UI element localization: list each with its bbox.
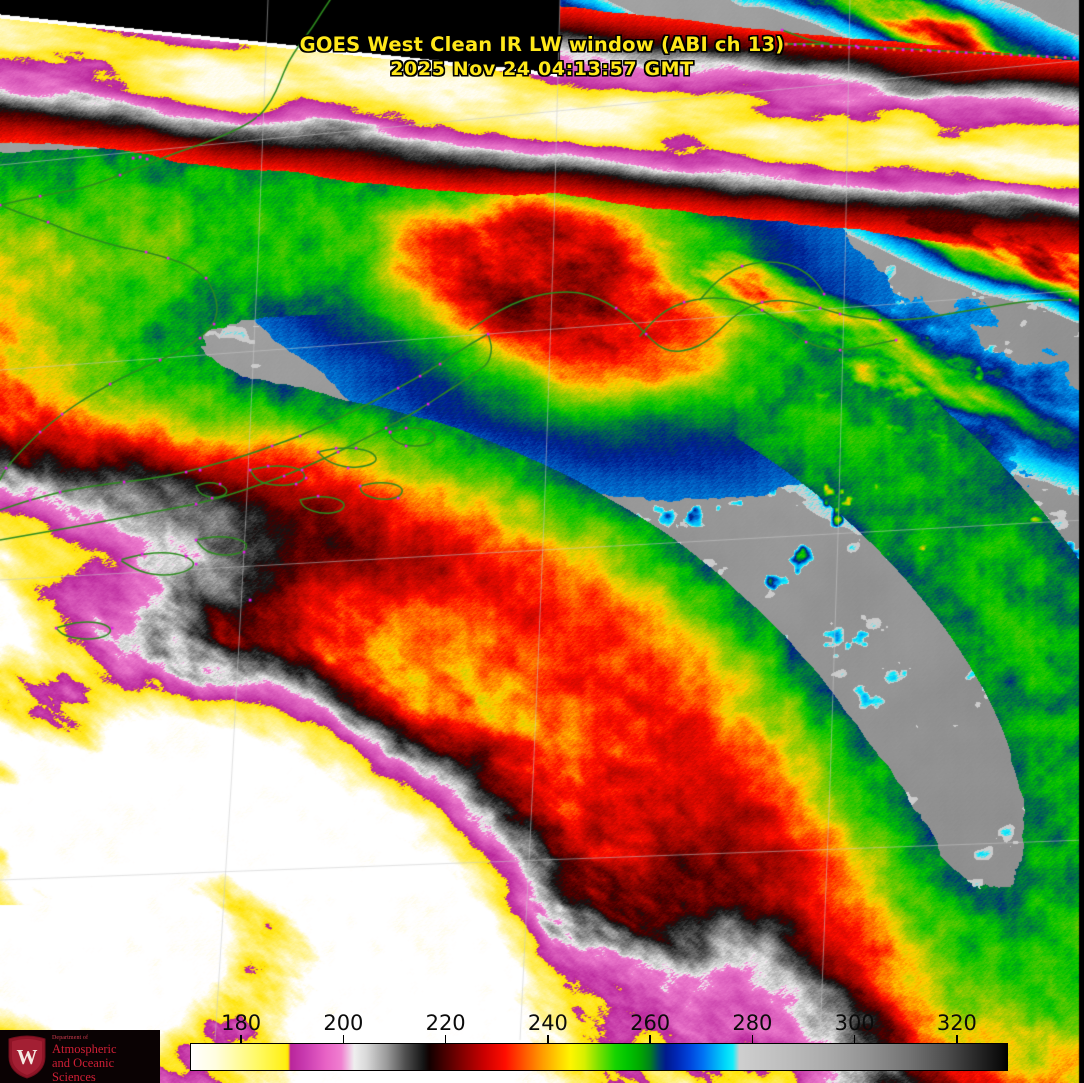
svg-text:W: W <box>17 1045 38 1069</box>
institution-dept-label: Department of <box>52 1035 89 1041</box>
institution-name: Department of Atmospheric and Oceanic Sc… <box>52 1035 158 1083</box>
uw-crest-icon: W <box>8 1035 46 1079</box>
institution-name-line2: and Oceanic Sciences <box>52 1056 115 1083</box>
institution-logo: W Department of Atmospheric and Oceanic … <box>0 1030 160 1083</box>
institution-name-line1: Atmospheric <box>52 1042 117 1056</box>
